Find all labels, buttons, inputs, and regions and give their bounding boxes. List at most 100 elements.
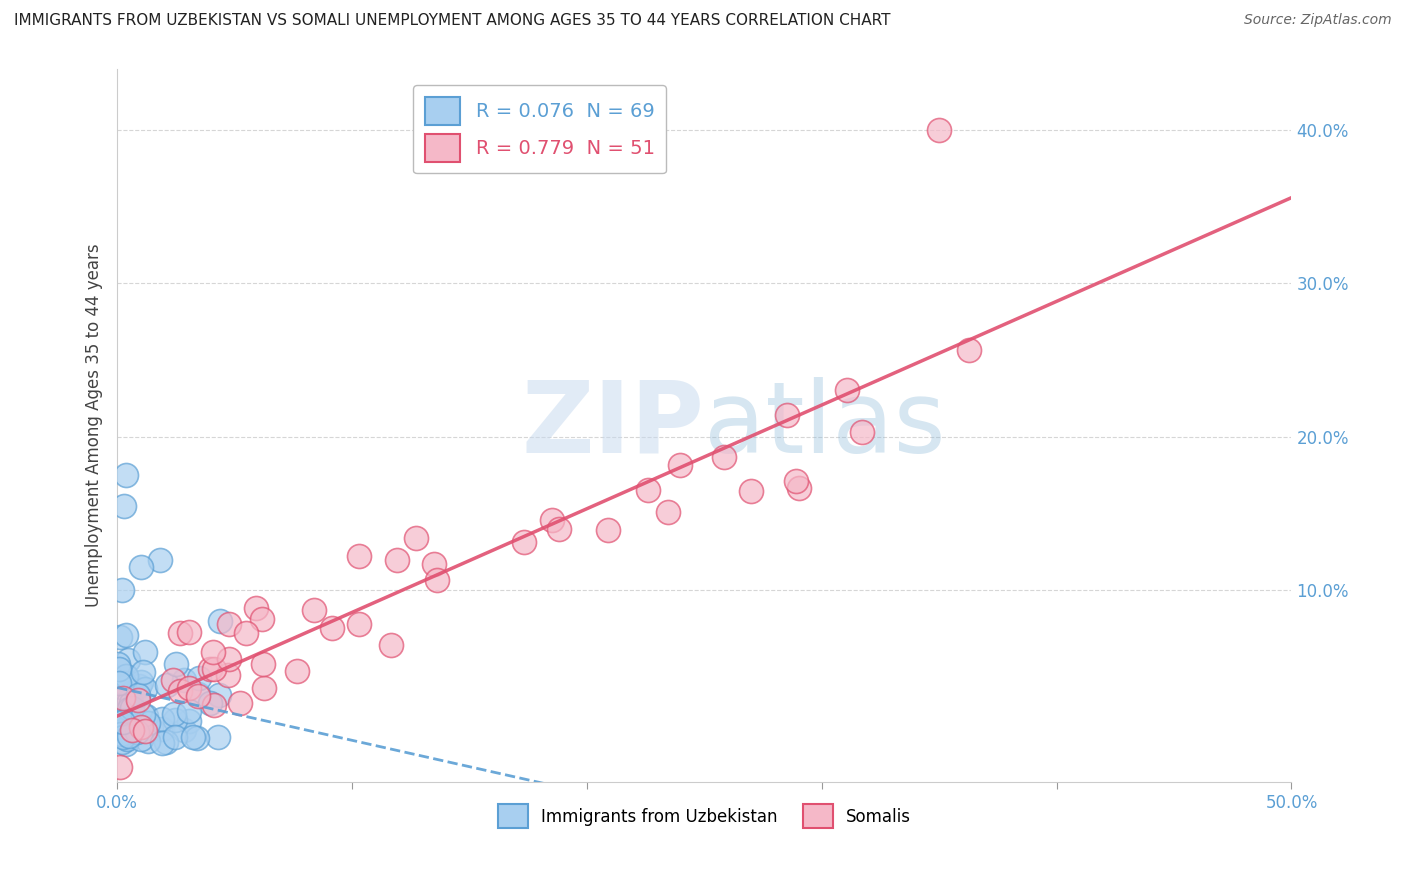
Point [118,702,141,716]
Point [120,716,142,731]
Point [120,696,142,710]
Point [134,645,156,659]
Point [598,523,620,537]
Point [202,645,225,659]
Point [131,707,153,722]
Point [179,704,201,718]
Point [198,662,221,676]
Point [851,425,873,439]
Point [657,505,679,519]
Point [129,731,152,746]
Point [162,673,184,688]
Point [540,513,562,527]
Point [405,531,427,545]
Point [150,712,173,726]
Point [127,693,149,707]
Point [637,483,659,498]
Point [177,714,200,728]
Point [776,408,799,422]
Point [132,665,155,680]
Point [187,689,209,703]
Point [110,680,132,694]
Point [117,653,139,667]
Point [177,681,200,695]
Point [548,522,571,536]
Point [188,671,211,685]
Point [118,715,141,730]
Point [108,760,131,774]
Point [150,736,173,750]
Point [110,727,132,741]
Point [787,481,810,495]
Point [252,657,274,672]
Point [187,687,209,701]
Point [111,735,134,749]
Point [112,714,135,729]
Point [186,731,208,745]
Point [207,730,229,744]
Point [250,612,273,626]
Point [117,676,139,690]
Point [150,722,173,736]
Point [112,675,135,690]
Point [669,458,692,473]
Point [169,683,191,698]
Point [155,735,177,749]
Point [111,583,134,598]
Point [127,724,149,739]
Text: ZIP: ZIP [522,377,704,474]
Point [149,553,172,567]
Point [163,730,186,744]
Point [245,601,267,615]
Point [134,682,156,697]
Point [136,716,159,731]
Point [122,720,145,734]
Point [127,688,149,702]
Point [118,694,141,708]
Point [115,737,138,751]
Point [202,662,225,676]
Point [218,652,240,666]
Point [321,621,343,635]
Point [115,731,138,746]
Point [173,673,195,687]
Point [115,468,138,483]
Point [385,553,408,567]
Point [208,689,231,703]
Point [235,626,257,640]
Point [957,343,980,357]
Point [131,720,153,734]
Legend: Immigrants from Uzbekistan, Somalis: Immigrants from Uzbekistan, Somalis [491,797,918,835]
Point [218,616,240,631]
Point [785,474,807,488]
Point [217,668,239,682]
Point [121,701,143,715]
Point [107,662,129,676]
Point [112,730,135,744]
Point [120,727,142,741]
Point [173,723,195,738]
Text: Source: ZipAtlas.com: Source: ZipAtlas.com [1244,13,1392,28]
Point [108,630,131,644]
Point [285,665,308,679]
Point [114,628,136,642]
Point [162,707,184,722]
Point [121,723,143,738]
Point [129,560,152,574]
Y-axis label: Unemployment Among Ages 35 to 44 years: Unemployment Among Ages 35 to 44 years [86,244,103,607]
Point [740,483,762,498]
Point [135,708,157,723]
Point [713,450,735,465]
Point [112,691,135,706]
Point [179,624,201,639]
Point [349,549,371,563]
Point [423,557,446,571]
Point [141,721,163,735]
Point [118,729,141,743]
Point [114,713,136,727]
Point [208,614,231,628]
Point [928,123,950,137]
Point [426,573,449,587]
Point [202,698,225,713]
Point [124,711,146,725]
